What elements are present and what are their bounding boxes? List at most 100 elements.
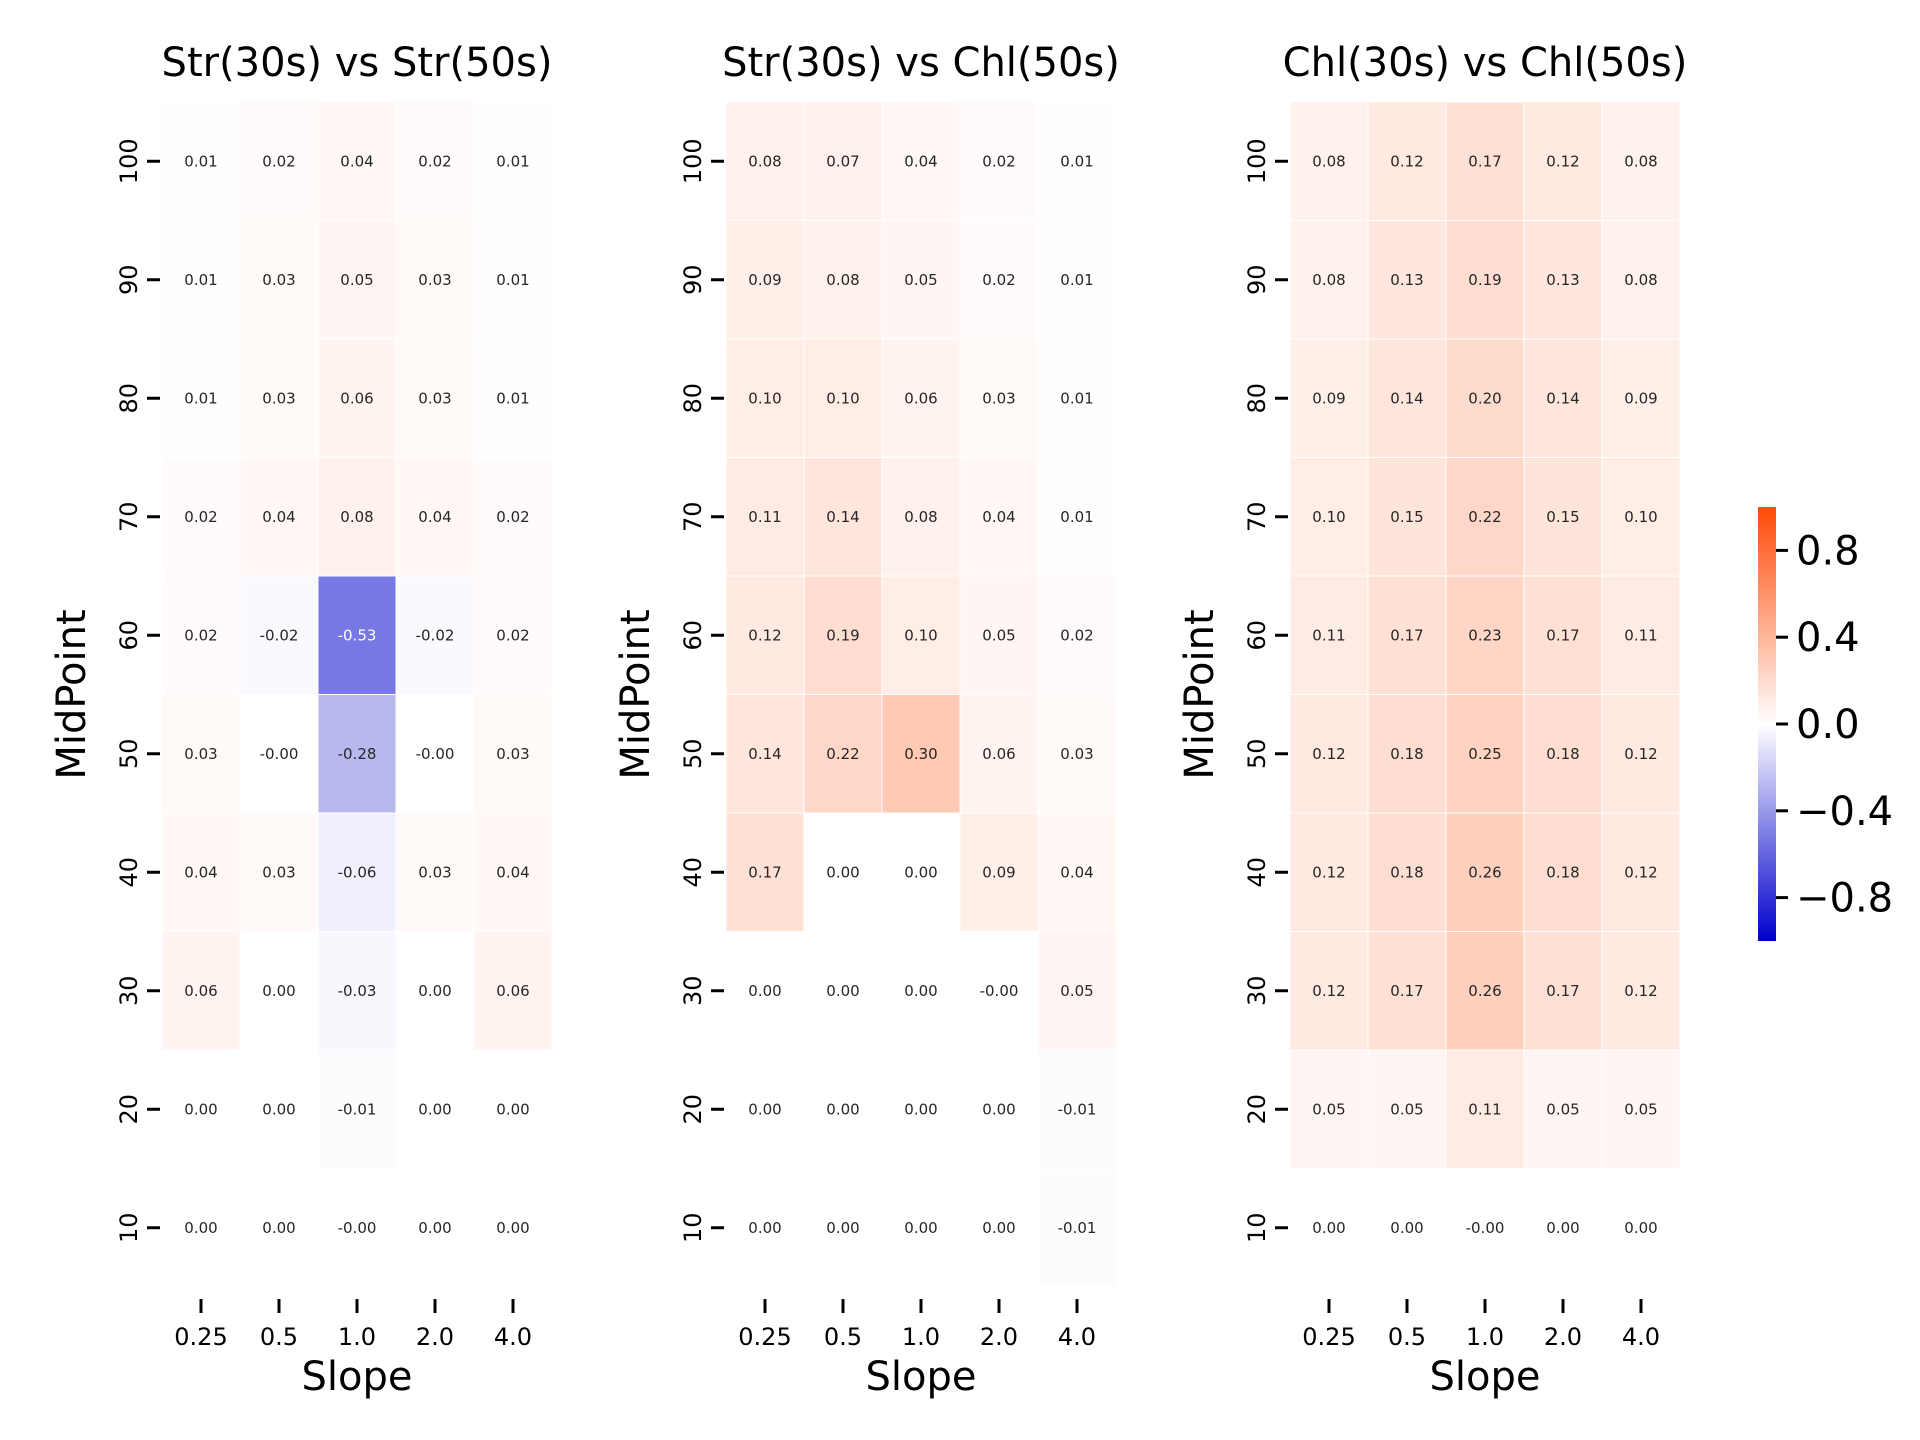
heatmap-cell: [725, 220, 805, 340]
cell-value-label: 0.00: [904, 863, 937, 881]
heatmap-cell: [1367, 101, 1447, 221]
heatmap-cell: [1037, 220, 1117, 340]
cell-value-label: 0.18: [1390, 863, 1423, 881]
cell-value-label: 0.26: [1468, 982, 1501, 1000]
heatmap-cell: [395, 1168, 475, 1288]
cell-value-label: 0.14: [1546, 389, 1579, 407]
y-tick-label: 20: [679, 1094, 707, 1125]
heatmap-cell: [725, 1168, 805, 1288]
y-axis-label: MidPoint: [49, 609, 95, 779]
heatmap-cell: [1601, 457, 1681, 577]
cell-value-label: -0.03: [338, 982, 377, 1000]
cell-value-label: 0.09: [1624, 389, 1657, 407]
heatmap-cell: [1037, 575, 1117, 695]
cell-value-label: 0.01: [496, 271, 529, 289]
cell-value-label: 0.08: [826, 271, 859, 289]
cell-value-label: -0.53: [338, 626, 377, 644]
cell-value-label: 0.04: [904, 152, 937, 170]
cell-value-label: 0.00: [748, 1100, 781, 1118]
heatmap-cell: [473, 931, 553, 1051]
cell-value-label: 0.12: [1312, 863, 1345, 881]
cell-value-label: 0.04: [184, 863, 217, 881]
heatmap-panel-2: 0.08 0.07 0.04 0.02 0.01 0.09 0.08 0.05 0.02 0.01…: [613, 40, 1120, 1400]
x-tick-label: 2.0: [1544, 1323, 1582, 1351]
cell-value-label: 0.03: [1060, 745, 1093, 763]
heatmap-cell: [725, 101, 805, 221]
heatmap-cell: [1289, 694, 1369, 814]
x-tick-label: 1.0: [338, 1323, 376, 1351]
x-tick-label: 1.0: [902, 1323, 940, 1351]
cell-value-label: 0.10: [748, 389, 781, 407]
heatmap-cell: [1367, 812, 1447, 932]
cell-value-label: 0.30: [904, 745, 937, 763]
cell-value-label: 0.20: [1468, 389, 1501, 407]
heatmap-cell: [1601, 1049, 1681, 1169]
cell-value-label: 0.19: [826, 626, 859, 644]
cell-value-label: 0.17: [1546, 626, 1579, 644]
cell-value-label: 0.06: [904, 389, 937, 407]
cell-value-label: 0.23: [1468, 626, 1501, 644]
heatmap-cell: [803, 220, 883, 340]
cell-value-label: 0.22: [826, 745, 859, 763]
cell-value-label: 0.10: [904, 626, 937, 644]
heatmap-cell: [317, 1168, 397, 1288]
cell-value-label: 0.13: [1546, 271, 1579, 289]
cell-value-label: 0.08: [904, 508, 937, 526]
cell-value-label: 0.15: [1390, 508, 1423, 526]
heatmap-cell: [317, 931, 397, 1051]
y-tick-label: 30: [115, 975, 143, 1006]
cell-value-label: 0.11: [1468, 1100, 1501, 1118]
heatmap-cell: [161, 575, 241, 695]
cell-value-label: 0.00: [1546, 1219, 1579, 1237]
heatmap-cell: [473, 812, 553, 932]
cell-value-label: 0.05: [1546, 1100, 1579, 1118]
cell-value-label: 0.02: [1060, 626, 1093, 644]
x-tick-label: 4.0: [1058, 1323, 1096, 1351]
cell-value-label: 0.00: [904, 1100, 937, 1118]
heatmap-cell: [317, 101, 397, 221]
y-tick-label: 40: [1243, 857, 1271, 888]
y-tick-label: 60: [679, 620, 707, 651]
cell-value-label: 0.00: [262, 1100, 295, 1118]
heatmap-cell: [881, 812, 961, 932]
heatmap-cell: [239, 931, 319, 1051]
panel-title: Chl(30s) vs Chl(50s): [1283, 40, 1688, 86]
heatmap-cell: [1523, 812, 1603, 932]
cell-value-label: 0.06: [496, 982, 529, 1000]
cell-value-label: 0.03: [262, 271, 295, 289]
heatmap-cell: [1601, 575, 1681, 695]
heatmap-cell: [803, 101, 883, 221]
cell-value-label: 0.11: [748, 508, 781, 526]
heatmap-cell: [1523, 1168, 1603, 1288]
cell-value-label: -0.00: [980, 982, 1019, 1000]
colorbar-tick-label: −0.4: [1796, 789, 1893, 835]
cell-value-label: 0.06: [982, 745, 1015, 763]
x-tick-label: 2.0: [980, 1323, 1018, 1351]
x-axis-label: Slope: [866, 1354, 977, 1400]
x-tick-label: 4.0: [1622, 1323, 1660, 1351]
y-tick-label: 30: [679, 975, 707, 1006]
cell-value-label: 0.00: [826, 982, 859, 1000]
heatmap-cell: [1523, 931, 1603, 1051]
heatmap-cell: [881, 931, 961, 1051]
cell-value-label: 0.06: [184, 982, 217, 1000]
cell-value-label: 0.09: [982, 863, 1015, 881]
heatmap-cell: [1367, 1168, 1447, 1288]
y-tick-label: 10: [115, 1212, 143, 1243]
heatmap-cell: [395, 931, 475, 1051]
colorbar: 0.8 0.4 0.0 −0.4 −0.8: [1758, 507, 1893, 941]
y-tick-label: 40: [679, 857, 707, 888]
heatmap-cell: [473, 457, 553, 577]
heatmap-cell: [395, 457, 475, 577]
heatmap-cell: [1523, 220, 1603, 340]
heatmap-cell: [161, 101, 241, 221]
cell-value-label: 0.05: [340, 271, 373, 289]
y-axis-label: MidPoint: [613, 609, 659, 779]
heatmap-cell: [1289, 1049, 1369, 1169]
cell-value-label: 0.00: [748, 1219, 781, 1237]
cell-value-label: 0.10: [826, 389, 859, 407]
cell-value-label: 0.00: [184, 1100, 217, 1118]
heatmap-cell: [239, 1168, 319, 1288]
heatmap-cell: [1445, 101, 1525, 221]
cell-value-label: 0.04: [982, 508, 1015, 526]
